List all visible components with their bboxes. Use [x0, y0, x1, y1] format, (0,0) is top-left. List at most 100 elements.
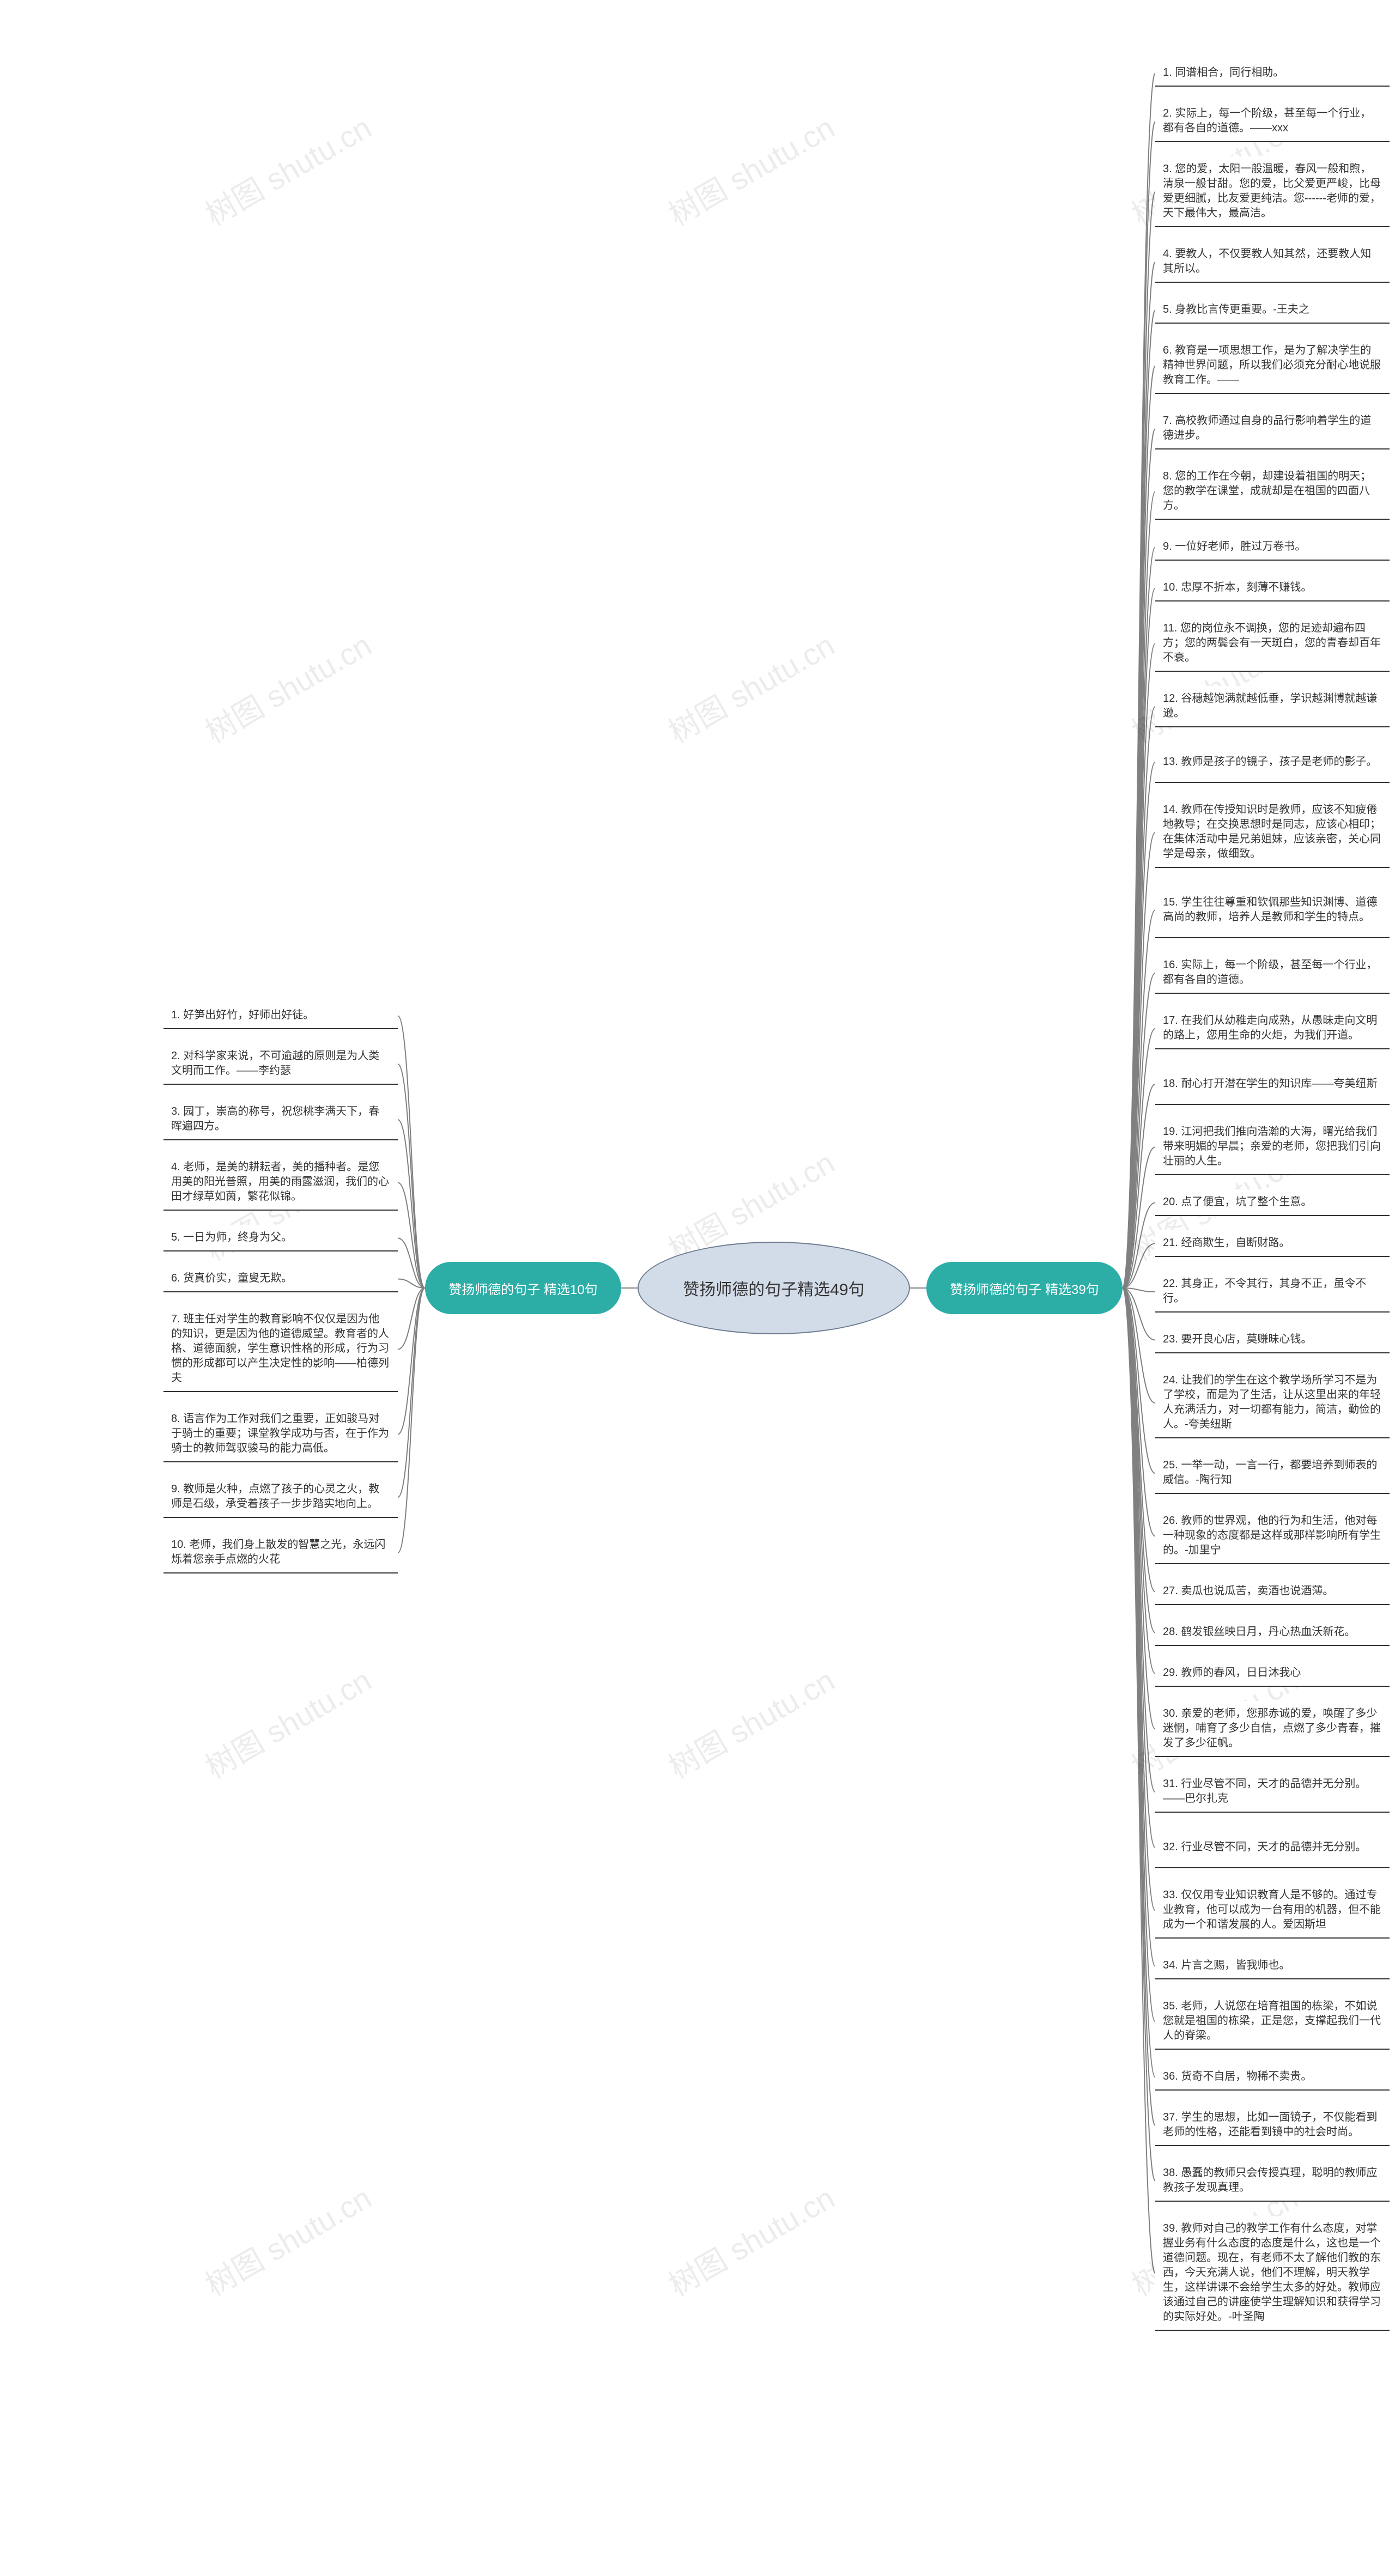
- left-leaf[interactable]: 7. 班主任对学生的教育影响不仅仅是因为他的知识，更是因为他的道德威望。教育者的…: [163, 1307, 398, 1392]
- right-leaf-text: 36. 货奇不自居，物稀不卖贵。: [1163, 2069, 1382, 2084]
- right-leaf-text: 37. 学生的思想，比如一面镜子，不仅能看到老师的性格，还能看到镜中的社会时尚。: [1163, 2110, 1382, 2140]
- watermark: 树图 shutu.cn: [659, 104, 841, 234]
- right-leaf-text: 6. 教育是一项思想工作，是为了解决学生的精神世界问题，所以我们必须充分耐心地说…: [1163, 343, 1382, 387]
- right-leaf[interactable]: 15. 学生往往尊重和钦佩那些知识渊博、道德高尚的教师，培养人是教师和学生的特点…: [1155, 882, 1390, 938]
- right-leaf[interactable]: 10. 忠厚不折本，刻薄不赚钱。: [1155, 575, 1390, 602]
- right-leaf[interactable]: 39. 教师对自己的教学工作有什么态度，对掌握业务有什么态度的态度是什么，这也是…: [1155, 2216, 1390, 2331]
- right-leaf[interactable]: 11. 您的岗位永不调换，您的足迹却遍布四方；您的两鬓会有一天斑白，您的青春却百…: [1155, 616, 1390, 672]
- right-leaf-text: 22. 其身正，不令其行，其身不正，虽令不行。: [1163, 1277, 1382, 1306]
- right-leaf[interactable]: 3. 您的爱，太阳一般温暖，春风一般和煦，清泉一般甘甜。您的爱，比父爱更严峻，比…: [1155, 156, 1390, 227]
- right-leaf[interactable]: 35. 老师，人说您在培育祖国的栋梁，不如说您就是祖国的栋梁，正是您，支撑起我们…: [1155, 1994, 1390, 2050]
- right-leaf[interactable]: 23. 要开良心店，莫赚昧心钱。: [1155, 1327, 1390, 1353]
- right-leaf[interactable]: 5. 身教比言传更重要。-王夫之: [1155, 297, 1390, 324]
- right-leaf[interactable]: 25. 一举一动，一言一行，都要培养到师表的威信。-陶行知: [1155, 1453, 1390, 1494]
- right-leaf-text: 19. 江河把我们推向浩瀚的大海，曙光给我们带来明媚的早晨；亲爱的老师，您把我们…: [1163, 1125, 1382, 1169]
- mindmap-canvas: 树图 shutu.cn 树图 shutu.cn 树图 shutu.cn 树图 shut…: [0, 0, 1395, 2576]
- right-leaf-text: 11. 您的岗位永不调换，您的足迹却遍布四方；您的两鬓会有一天斑白，您的青春却百…: [1163, 621, 1382, 665]
- left-leaf-text: 6. 货真价实，童叟无欺。: [171, 1271, 390, 1286]
- right-leaf[interactable]: 36. 货奇不自居，物稀不卖贵。: [1155, 2064, 1390, 2091]
- right-leaf-text: 32. 行业尽管不同，天才的品德并无分别。: [1163, 1840, 1382, 1855]
- right-leaf[interactable]: 27. 卖瓜也说瓜苦，卖酒也说酒薄。: [1155, 1578, 1390, 1605]
- right-leaf[interactable]: 19. 江河把我们推向浩瀚的大海，曙光给我们带来明媚的早晨；亲爱的老师，您把我们…: [1155, 1119, 1390, 1175]
- left-leaf-text: 1. 好笋出好竹，好师出好徒。: [171, 1008, 390, 1023]
- root-label: 赞扬师德的句子精选49句: [683, 1276, 864, 1300]
- right-leaf[interactable]: 34. 片言之赐，皆我师也。: [1155, 1953, 1390, 1979]
- right-leaf-text: 17. 在我们从幼稚走向成熟，从愚昧走向文明的路上，您用生命的火炬，为我们开道。: [1163, 1013, 1382, 1043]
- left-leaf[interactable]: 1. 好笋出好竹，好师出好徒。: [163, 1003, 398, 1029]
- left-leaf-text: 7. 班主任对学生的教育影响不仅仅是因为他的知识，更是因为他的道德威望。教育者的…: [171, 1312, 390, 1386]
- left-leaf[interactable]: 10. 老师，我们身上散发的智慧之光，永远闪烁着您亲手点燃的火花: [163, 1532, 398, 1573]
- right-leaf[interactable]: 24. 让我们的学生在这个教学场所学习不是为了学校，而是为了生活，让从这里出来的…: [1155, 1368, 1390, 1438]
- root-node[interactable]: 赞扬师德的句子精选49句: [638, 1242, 910, 1334]
- right-leaf[interactable]: 7. 高校教师通过自身的品行影响着学生的道德进步。: [1155, 408, 1390, 449]
- right-leaf-text: 26. 教师的世界观，他的行为和生活，他对每一种现象的态度都是这样或那样影响所有…: [1163, 1514, 1382, 1558]
- right-leaf-text: 34. 片言之赐，皆我师也。: [1163, 1958, 1382, 1973]
- right-leaf[interactable]: 12. 谷穗越饱满就越低垂，学识越渊博就越谦逊。: [1155, 686, 1390, 727]
- right-leaf-text: 38. 愚蠢的教师只会传授真理，聪明的教师应教孩子发现真理。: [1163, 2166, 1382, 2195]
- right-leaf[interactable]: 14. 教师在传授知识时是教师，应该不知疲倦地教导；在交换思想时是同志，应该心相…: [1155, 797, 1390, 868]
- watermark: 树图 shutu.cn: [196, 1656, 378, 1787]
- left-leaf[interactable]: 6. 货真价实，童叟无欺。: [163, 1266, 398, 1292]
- right-leaf[interactable]: 38. 愚蠢的教师只会传授真理，聪明的教师应教孩子发现真理。: [1155, 2160, 1390, 2202]
- right-leaf-text: 13. 教师是孩子的镜子，孩子是老师的影子。: [1163, 755, 1382, 769]
- left-leaf[interactable]: 2. 对科学家来说，不可逾越的原则是为人类文明而工作。——李约瑟: [163, 1043, 398, 1085]
- right-hub-label: 赞扬师德的句子 精选39句: [950, 1279, 1099, 1298]
- left-leaf[interactable]: 8. 语言作为工作对我们之重要，正如骏马对于骑士的重要；课堂教学成功与否，在于作…: [163, 1406, 398, 1462]
- right-leaf-text: 8. 您的工作在今朝，却建设着祖国的明天；您的教学在课堂，成就却是在祖国的四面八…: [1163, 469, 1382, 513]
- right-leaf-text: 12. 谷穗越饱满就越低垂，学识越渊博就越谦逊。: [1163, 691, 1382, 721]
- right-leaf[interactable]: 33. 仅仅用专业知识教育人是不够的。通过专业教育，他可以成为一台有用的机器，但…: [1155, 1882, 1390, 1939]
- right-leaf-text: 24. 让我们的学生在这个教学场所学习不是为了学校，而是为了生活，让从这里出来的…: [1163, 1373, 1382, 1432]
- right-leaf-text: 39. 教师对自己的教学工作有什么态度，对掌握业务有什么态度的态度是什么，这也是…: [1163, 2221, 1382, 2324]
- right-leaf[interactable]: 16. 实际上，每一个阶级，甚至每一个行业，都有各自的道德。: [1155, 952, 1390, 994]
- right-leaf[interactable]: 21. 经商欺生，自断财路。: [1155, 1230, 1390, 1257]
- right-leaf[interactable]: 31. 行业尽管不同，天才的品德并无分别。——巴尔扎克: [1155, 1771, 1390, 1813]
- watermark: 树图 shutu.cn: [196, 104, 378, 234]
- right-leaf-text: 4. 要教人，不仅要教人知其然，还要教人知其所以。: [1163, 247, 1382, 276]
- right-leaf-text: 35. 老师，人说您在培育祖国的栋梁，不如说您就是祖国的栋梁，正是您，支撑起我们…: [1163, 1999, 1382, 2043]
- right-leaf[interactable]: 1. 同谱相合，同行相助。: [1155, 60, 1390, 87]
- left-leaf-text: 8. 语言作为工作对我们之重要，正如骏马对于骑士的重要；课堂教学成功与否，在于作…: [171, 1412, 390, 1456]
- left-leaf-text: 10. 老师，我们身上散发的智慧之光，永远闪烁着您亲手点燃的火花: [171, 1538, 390, 1567]
- right-leaf-text: 27. 卖瓜也说瓜苦，卖酒也说酒薄。: [1163, 1584, 1382, 1599]
- right-leaf[interactable]: 4. 要教人，不仅要教人知其然，还要教人知其所以。: [1155, 241, 1390, 283]
- right-leaf-text: 16. 实际上，每一个阶级，甚至每一个行业，都有各自的道德。: [1163, 958, 1382, 987]
- right-leaf[interactable]: 20. 点了便宜，坑了整个生意。: [1155, 1189, 1390, 1216]
- right-leaf[interactable]: 6. 教育是一项思想工作，是为了解决学生的精神世界问题，所以我们必须充分耐心地说…: [1155, 338, 1390, 394]
- left-leaf[interactable]: 5. 一日为师，终身为父。: [163, 1225, 398, 1251]
- right-leaf-text: 15. 学生往往尊重和钦佩那些知识渊博、道德高尚的教师，培养人是教师和学生的特点…: [1163, 895, 1382, 925]
- watermark: 树图 shutu.cn: [659, 621, 841, 752]
- right-leaf-text: 20. 点了便宜，坑了整个生意。: [1163, 1195, 1382, 1210]
- right-leaf-text: 3. 您的爱，太阳一般温暖，春风一般和煦，清泉一般甘甜。您的爱，比父爱更严峻，比…: [1163, 162, 1382, 221]
- right-leaf[interactable]: 13. 教师是孩子的镜子，孩子是老师的影子。: [1155, 742, 1390, 783]
- right-leaf-text: 2. 实际上，每一个阶级，甚至每一个行业，都有各自的道德。——xxx: [1163, 106, 1382, 136]
- right-leaf[interactable]: 22. 其身正，不令其行，其身不正，虽令不行。: [1155, 1271, 1390, 1313]
- right-leaf[interactable]: 18. 耐心打开潜在学生的知识库——夸美纽斯: [1155, 1064, 1390, 1105]
- right-leaf[interactable]: 2. 实际上，每一个阶级，甚至每一个行业，都有各自的道德。——xxx: [1155, 101, 1390, 142]
- right-leaf[interactable]: 28. 鹤发银丝映日月，丹心热血沃新花。: [1155, 1619, 1390, 1646]
- right-leaf-text: 23. 要开良心店，莫赚昧心钱。: [1163, 1332, 1382, 1347]
- watermark: 树图 shutu.cn: [659, 1656, 841, 1787]
- right-leaf-text: 5. 身教比言传更重要。-王夫之: [1163, 302, 1382, 317]
- right-leaf[interactable]: 37. 学生的思想，比如一面镜子，不仅能看到老师的性格，还能看到镜中的社会时尚。: [1155, 2105, 1390, 2146]
- right-leaf[interactable]: 30. 亲爱的老师，您那赤诚的爱，唤醒了多少迷惘，哺育了多少自信，点燃了多少青春…: [1155, 1701, 1390, 1757]
- right-leaf[interactable]: 8. 您的工作在今朝，却建设着祖国的明天；您的教学在课堂，成就却是在祖国的四面八…: [1155, 464, 1390, 520]
- left-leaf[interactable]: 4. 老师，是美的耕耘者，美的播种者。是您用美的阳光普照，用美的雨露滋润，我们的…: [163, 1155, 398, 1211]
- right-hub[interactable]: 赞扬师德的句子 精选39句: [926, 1262, 1123, 1314]
- left-leaf-text: 2. 对科学家来说，不可逾越的原则是为人类文明而工作。——李约瑟: [171, 1049, 390, 1078]
- left-leaf[interactable]: 9. 教师是火种，点燃了孩子的心灵之火，教师是石级，承受着孩子一步步踏实地向上。: [163, 1477, 398, 1518]
- left-leaf[interactable]: 3. 园丁，崇高的称号，祝您桃李满天下，春晖遍四方。: [163, 1099, 398, 1140]
- right-leaf[interactable]: 26. 教师的世界观，他的行为和生活，他对每一种现象的态度都是这样或那样影响所有…: [1155, 1508, 1390, 1564]
- right-leaf[interactable]: 32. 行业尽管不同，天才的品德并无分别。: [1155, 1827, 1390, 1868]
- right-leaf-text: 1. 同谱相合，同行相助。: [1163, 65, 1382, 80]
- left-hub[interactable]: 赞扬师德的句子 精选10句: [425, 1262, 621, 1314]
- right-leaf[interactable]: 9. 一位好老师，胜过万卷书。: [1155, 534, 1390, 561]
- right-leaf-text: 31. 行业尽管不同，天才的品德并无分别。——巴尔扎克: [1163, 1777, 1382, 1806]
- left-leaf-text: 5. 一日为师，终身为父。: [171, 1230, 390, 1245]
- left-leaf-text: 3. 园丁，崇高的称号，祝您桃李满天下，春晖遍四方。: [171, 1104, 390, 1134]
- right-leaf-text: 18. 耐心打开潜在学生的知识库——夸美纽斯: [1163, 1077, 1382, 1091]
- right-leaf-text: 33. 仅仅用专业知识教育人是不够的。通过专业教育，他可以成为一台有用的机器，但…: [1163, 1888, 1382, 1932]
- right-leaf[interactable]: 17. 在我们从幼稚走向成熟，从愚昧走向文明的路上，您用生命的火炬，为我们开道。: [1155, 1008, 1390, 1049]
- right-leaf-text: 28. 鹤发银丝映日月，丹心热血沃新花。: [1163, 1625, 1382, 1639]
- right-leaf-text: 7. 高校教师通过自身的品行影响着学生的道德进步。: [1163, 414, 1382, 443]
- right-leaf[interactable]: 29. 教师的春风，日日沐我心: [1155, 1660, 1390, 1687]
